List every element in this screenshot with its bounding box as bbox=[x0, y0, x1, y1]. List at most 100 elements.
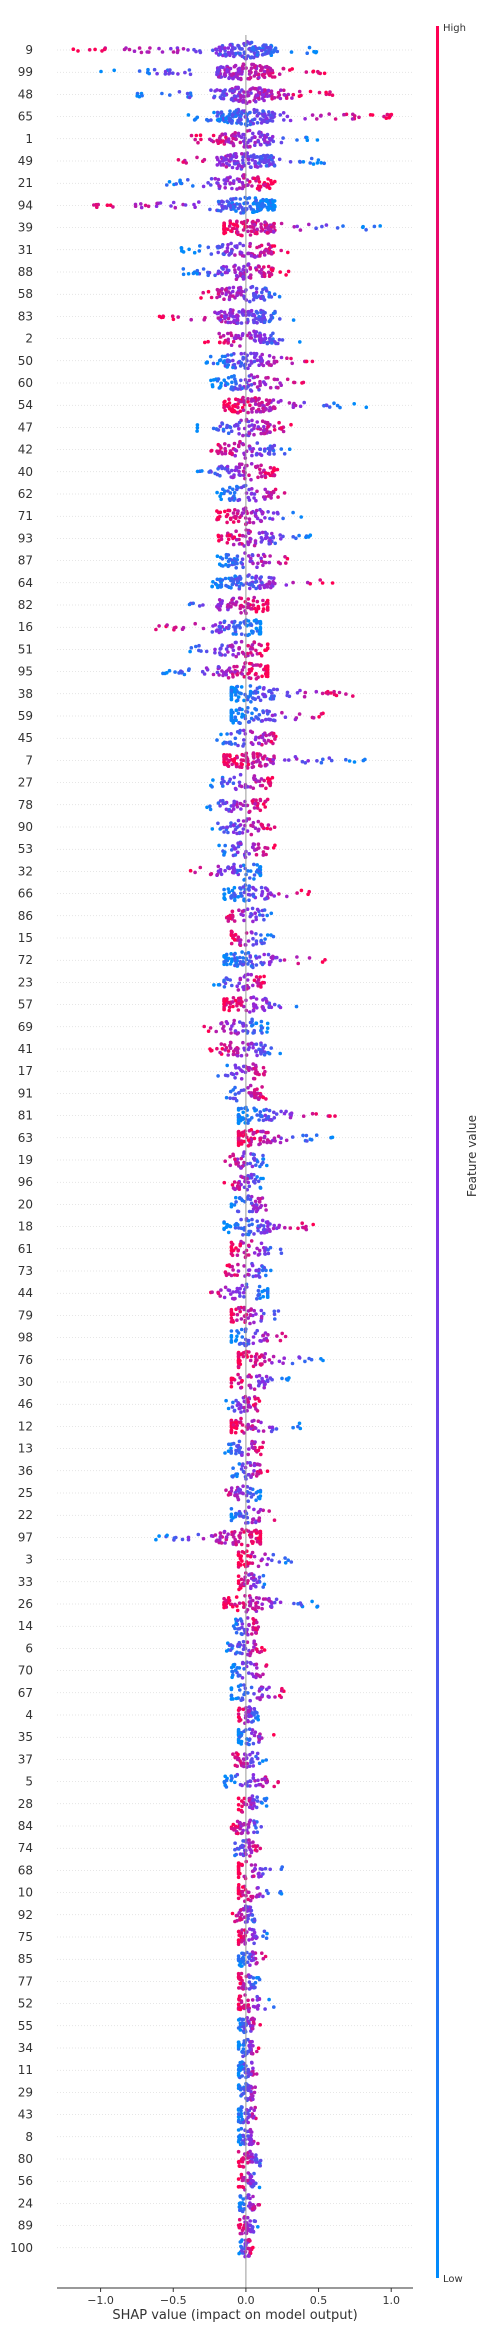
shap-point bbox=[242, 1291, 246, 1295]
shap-point bbox=[246, 252, 250, 256]
shap-point bbox=[237, 1091, 241, 1095]
shap-point bbox=[278, 317, 282, 321]
shap-point bbox=[227, 553, 231, 557]
shap-point bbox=[252, 1447, 256, 1451]
shap-point bbox=[226, 1053, 230, 1057]
shap-point bbox=[219, 826, 223, 830]
shap-point bbox=[247, 1138, 251, 1142]
shap-point bbox=[236, 895, 240, 899]
shap-point bbox=[265, 117, 269, 121]
shap-point bbox=[266, 664, 270, 668]
shap-point bbox=[230, 689, 234, 693]
shap-point bbox=[217, 1292, 221, 1296]
shap-point bbox=[247, 161, 251, 165]
shap-point bbox=[273, 205, 277, 209]
shap-point bbox=[259, 520, 263, 524]
shap-point bbox=[237, 1130, 241, 1134]
shap-point bbox=[307, 535, 311, 539]
shap-point bbox=[231, 476, 235, 480]
shap-point bbox=[236, 1373, 240, 1377]
shap-point bbox=[220, 273, 224, 277]
shap-point bbox=[299, 94, 303, 98]
shap-point bbox=[268, 207, 272, 211]
shap-point bbox=[238, 180, 242, 184]
shap-point bbox=[196, 423, 200, 427]
shap-point bbox=[279, 1006, 283, 1010]
shap-point bbox=[230, 1072, 234, 1076]
shap-point bbox=[237, 1144, 241, 1148]
shap-point bbox=[264, 1204, 268, 1208]
shap-point bbox=[237, 310, 241, 314]
shap-point bbox=[227, 290, 231, 294]
shap-point bbox=[224, 577, 228, 581]
shap-point bbox=[259, 799, 263, 803]
shap-point bbox=[235, 1335, 239, 1339]
shap-point bbox=[237, 1269, 241, 1273]
shap-point bbox=[248, 720, 252, 724]
feature-label: 24 bbox=[18, 2196, 33, 2210]
shap-point bbox=[338, 691, 342, 695]
shap-point bbox=[254, 354, 258, 358]
shap-point bbox=[273, 180, 277, 184]
shap-point bbox=[238, 1291, 242, 1295]
shap-point bbox=[266, 133, 270, 137]
shap-point bbox=[273, 428, 277, 432]
shap-point bbox=[239, 802, 243, 806]
shap-point bbox=[234, 223, 238, 227]
shap-point bbox=[235, 600, 239, 604]
shap-point bbox=[236, 1263, 240, 1267]
shap-point bbox=[269, 1141, 273, 1145]
shap-point bbox=[319, 1357, 323, 1361]
shap-point bbox=[233, 491, 237, 495]
shap-point bbox=[254, 736, 258, 740]
shap-point bbox=[249, 1308, 253, 1312]
shap-point bbox=[275, 956, 279, 960]
shap-point bbox=[251, 553, 255, 557]
shap-point bbox=[238, 956, 242, 960]
shap-point bbox=[256, 121, 260, 125]
shap-point bbox=[231, 721, 235, 725]
shap-point bbox=[226, 565, 230, 569]
shap-point bbox=[210, 1049, 214, 1053]
shap-point bbox=[280, 1377, 284, 1381]
shap-point bbox=[254, 708, 258, 712]
shap-point bbox=[128, 48, 132, 52]
shap-point bbox=[248, 517, 252, 521]
shap-point bbox=[205, 118, 209, 122]
shap-point bbox=[230, 717, 234, 721]
shap-point bbox=[259, 427, 263, 431]
shap-point bbox=[324, 691, 328, 695]
shap-point bbox=[210, 139, 214, 143]
shap-point bbox=[247, 1505, 251, 1509]
shap-point bbox=[249, 622, 253, 626]
shap-point bbox=[246, 411, 250, 415]
shap-point bbox=[270, 182, 274, 186]
shap-point bbox=[260, 824, 264, 828]
shap-point bbox=[251, 799, 255, 803]
shap-point bbox=[269, 45, 273, 49]
shap-point bbox=[254, 1064, 258, 1068]
shap-point bbox=[233, 271, 237, 275]
shap-point bbox=[228, 533, 232, 537]
shap-point bbox=[263, 449, 267, 453]
shap-point bbox=[236, 1313, 240, 1317]
shap-point bbox=[273, 542, 277, 546]
shap-point bbox=[216, 362, 220, 366]
shap-point bbox=[251, 1518, 255, 1522]
shap-point bbox=[249, 1487, 253, 1491]
shap-point bbox=[245, 418, 249, 422]
shap-point bbox=[222, 1221, 226, 1225]
shap-point bbox=[214, 1030, 218, 1034]
shap-point bbox=[237, 988, 241, 992]
shap-point bbox=[259, 933, 263, 937]
shap-point bbox=[260, 510, 264, 514]
shap-point bbox=[267, 823, 271, 827]
shap-point bbox=[264, 1114, 268, 1118]
feature-label: 6 bbox=[25, 1641, 33, 1655]
shap-point bbox=[218, 647, 222, 651]
shap-point bbox=[276, 386, 280, 390]
feature-label: 44 bbox=[18, 1286, 33, 1300]
shap-point bbox=[246, 672, 250, 676]
shap-point bbox=[231, 89, 235, 93]
shap-point bbox=[215, 156, 219, 160]
